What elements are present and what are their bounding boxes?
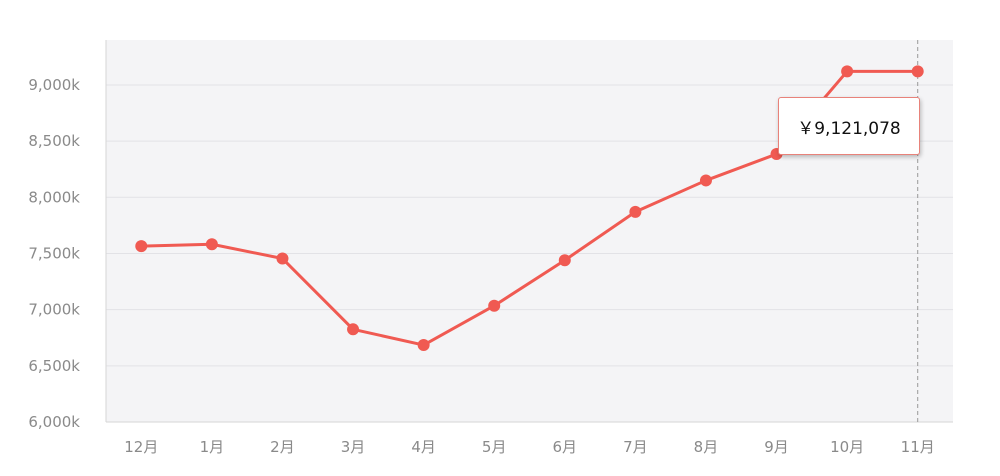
y-axis-ticks: 6,000k 6,500k 7,000k 7,500k 8,000k 8,500k 9,00… [28,76,80,431]
data-tooltip: ￥9,121,078 [778,97,920,155]
data-point [205,238,218,251]
y-tick-label: 8,500k [28,132,80,150]
data-point [629,205,642,218]
x-tick-label: 4月 [411,438,436,456]
x-tick-label: 6月 [553,438,578,456]
x-axis-ticks: 12月 1月 2月 3月 4月 5月 6月 7月 8月 9月 10月 11月 [124,438,935,456]
x-tick-label: 10月 [830,438,864,456]
data-point [347,323,360,336]
data-point [911,65,924,78]
x-tick-label: 8月 [694,438,719,456]
x-tick-label: 9月 [764,438,789,456]
tooltip-value: ￥9,121,078 [797,118,901,139]
grid-lines [106,84,953,367]
data-point [841,65,854,78]
x-tick-label: 2月 [270,438,295,456]
y-tick-label: 6,500k [28,357,80,375]
x-tick-label: 11月 [901,438,935,456]
x-tick-label: 5月 [482,438,507,456]
y-tick-label: 8,000k [28,188,80,206]
x-tick-label: 12月 [124,438,158,456]
y-tick-label: 7,000k [28,301,80,319]
y-tick-label: 6,000k [28,413,80,431]
x-tick-label: 7月 [623,438,648,456]
axes [105,40,953,423]
data-point [276,252,289,265]
data-point [135,240,148,253]
y-tick-label: 7,500k [28,244,80,262]
data-point [417,339,430,352]
data-point [558,254,571,267]
data-point [699,174,712,187]
y-tick-label: 9,000k [28,76,80,94]
x-tick-label: 3月 [341,438,366,456]
x-tick-label: 1月 [200,438,225,456]
data-point [488,299,501,312]
